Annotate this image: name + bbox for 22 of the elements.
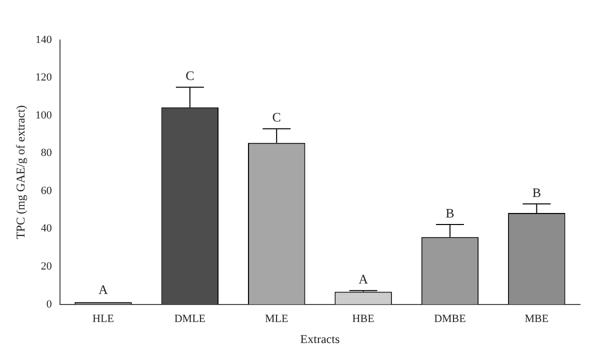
y-tick-label: 120 — [35, 72, 52, 84]
x-tick-label: DMBE — [434, 312, 466, 325]
y-axis-title: TPC (mg GAE/g of extract) — [13, 105, 28, 240]
annotation: A — [98, 282, 109, 298]
y-tick-label: 140 — [35, 34, 52, 46]
y-tick-label: 20 — [40, 260, 52, 273]
x-tick-label: MBE — [524, 312, 549, 325]
x-tick-label: MLE — [264, 312, 288, 325]
x-tick-label: HLE — [92, 312, 114, 325]
y-tick-label: 40 — [40, 222, 52, 235]
y-tick-label: 100 — [35, 109, 52, 122]
y-tick-label: 0 — [46, 298, 52, 310]
annotation: B — [446, 205, 455, 220]
annotation: A — [358, 272, 369, 287]
annotation: C — [272, 110, 281, 125]
y-tick-label: 80 — [40, 147, 52, 160]
annotation: C — [186, 68, 194, 84]
x-axis-title: Extracts — [300, 332, 340, 346]
x-tick-label: HBE — [352, 312, 375, 325]
x-tick-label: DMLE — [174, 312, 206, 325]
y-tick-label: 60 — [40, 184, 52, 197]
annotation: B — [532, 184, 542, 200]
